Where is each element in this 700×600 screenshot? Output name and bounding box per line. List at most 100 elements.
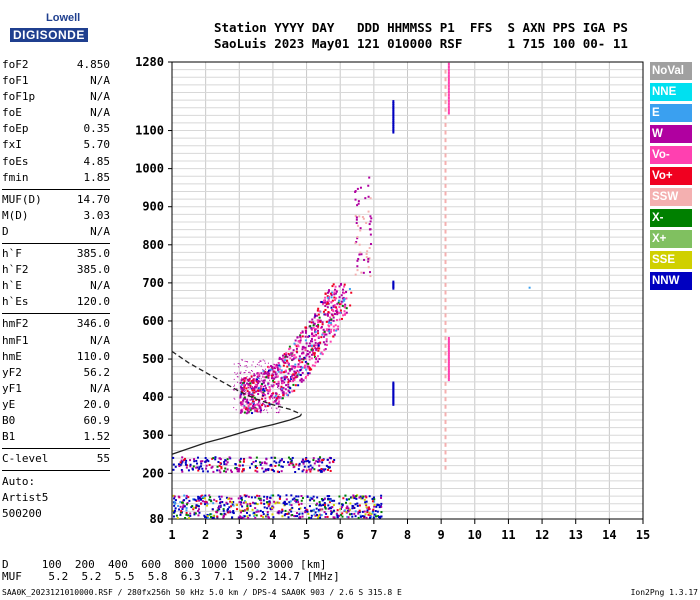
echo-point [444,237,447,242]
echo-point [380,496,383,499]
param-value: 55 [96,452,110,466]
echo-point [245,390,247,392]
echo-point [204,460,207,463]
echo-point [251,364,253,366]
echo-point [256,509,259,512]
echo-point [258,411,260,413]
echo-point [251,380,253,382]
echo-point [342,314,345,317]
echo-point [306,374,309,377]
echo-point [273,368,275,370]
echo-point [263,389,266,392]
echo-point [305,460,308,463]
legend-item: E [650,104,692,122]
echo-point [223,463,226,466]
echo-point [271,513,274,516]
echo-point [267,390,269,392]
echo-point [259,360,261,362]
echo-point [177,463,180,466]
echo-point [333,304,336,307]
echo-point [358,243,361,246]
echo-point [172,468,175,471]
echo-point [279,495,282,498]
echo-point [173,500,176,503]
echo-point [180,459,183,462]
echo-point [284,376,287,379]
echo-point [444,107,447,112]
echo-point [308,358,311,361]
echo-point [256,383,258,385]
echo-point [273,363,275,365]
echo-point [325,344,328,347]
echo-point [310,327,313,330]
echo-point [219,462,222,465]
echo-point [373,498,376,501]
echo-point [271,368,274,371]
echo-point [238,464,241,467]
echo-point [444,435,447,440]
echo-point [301,459,304,462]
echo-point [318,504,321,507]
echo-point [310,338,313,341]
echo-point [246,398,249,401]
echo-point [193,460,196,463]
echo-point [368,246,371,249]
echo-point [309,340,312,343]
echo-point [276,400,278,402]
echo-point [257,376,260,379]
echo-point [334,285,337,288]
echo-point [258,386,261,389]
echo-point [348,513,351,516]
echo-point [392,384,395,388]
echo-point [241,359,243,361]
echo-point [330,507,333,510]
echo-point [280,470,283,473]
echo-point [248,383,250,385]
echo-point [320,301,323,304]
echo-point [333,296,336,299]
echo-point [291,365,294,368]
param-name: foF1p [2,90,36,104]
echo-point [214,456,217,459]
y-tick-label: 80 [150,512,164,526]
echo-point [317,313,320,316]
echo-point [372,510,375,513]
echo-point [444,290,447,295]
echo-point [183,457,186,460]
echo-point [244,372,246,374]
echo-point [444,320,447,325]
echo-point [299,341,302,344]
echo-point [203,500,206,503]
echo-point [349,304,352,307]
echo-point [256,470,259,473]
echo-point [300,378,303,381]
echo-point [249,504,252,507]
echo-point [317,342,320,345]
echo-point [343,292,346,295]
param-row: yF2 56.2 [2,366,110,382]
echo-point [261,397,264,400]
param-name: hmF2 [2,317,29,331]
echo-point [275,461,278,464]
echo-point [314,511,317,514]
echo-point [280,377,283,380]
echo-point [184,463,187,466]
echo-point [392,109,395,113]
echo-point [223,512,226,515]
echo-point [324,507,327,510]
echo-point [278,411,280,413]
echo-point [239,372,241,374]
echo-point [304,458,307,461]
echo-point [332,504,335,507]
y-tick-label: 1100 [135,124,164,138]
echo-point [280,511,283,514]
echo-point [392,285,395,289]
echo-point [324,296,327,299]
echo-point [219,501,222,504]
echo-point [286,512,289,515]
profile-curve-profile [171,413,302,455]
echo-point [299,373,302,376]
echo-point [280,465,283,468]
echo-point [277,511,280,514]
echo-point [240,381,242,383]
